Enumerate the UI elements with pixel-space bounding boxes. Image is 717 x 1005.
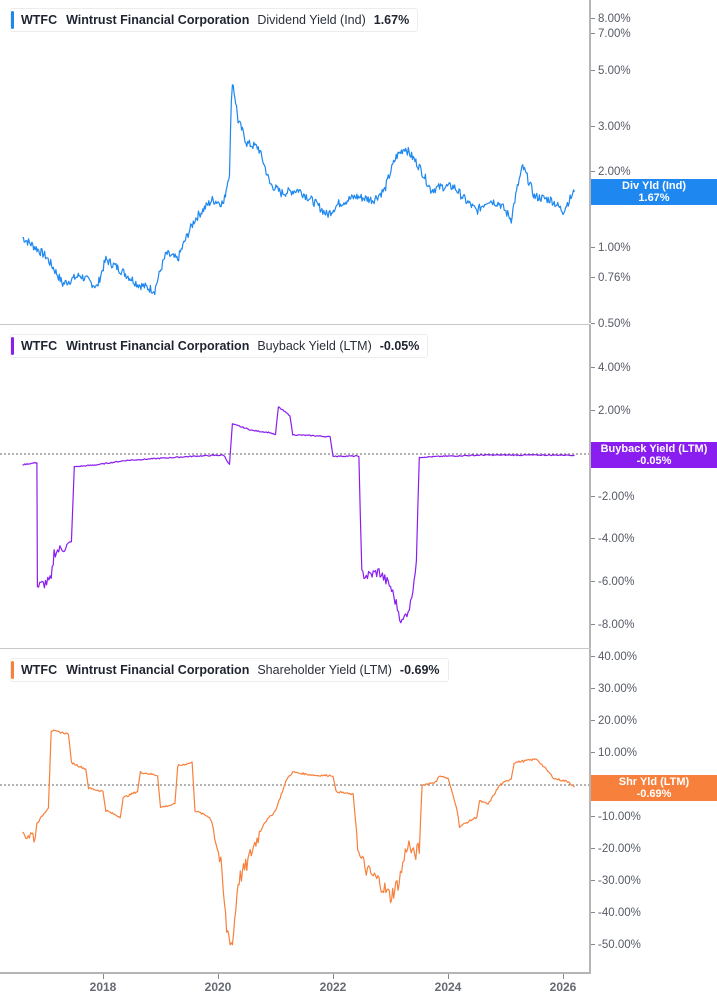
y-tick: -50.00% (591, 939, 641, 951)
y-tick: -6.00% (591, 576, 634, 588)
y-tick: -8.00% (591, 619, 634, 631)
shareholder-yield-line-chart (0, 729, 591, 946)
legend-value: -0.69% (399, 663, 440, 677)
dividend-yield-panel: WTFC Wintrust Financial Corporation Divi… (0, 0, 717, 323)
y-tick: 1.00% (591, 242, 631, 254)
dividend-yield-value-badge: Div Yld (Ind) 1.67% (591, 179, 717, 205)
x-tick-label: 2026 (549, 980, 577, 994)
shareholder-yield-panel: WTFC Wintrust Financial Corporation Shar… (0, 649, 717, 972)
series-color-swatch (11, 661, 14, 679)
buyback-yield-panel: WTFC Wintrust Financial Corporation Buyb… (0, 325, 717, 648)
x-tick-mark (563, 974, 564, 979)
dividend-y-axis (589, 0, 591, 323)
panel-divider (0, 324, 591, 325)
buyback-yield-legend: WTFC Wintrust Financial Corporation Buyb… (10, 334, 429, 358)
y-tick: -40.00% (591, 907, 641, 919)
y-tick: 5.00% (591, 65, 631, 77)
shareholder-y-axis (589, 649, 591, 974)
y-tick: 4.00% (591, 362, 631, 374)
y-tick: 2.00% (591, 405, 631, 417)
series-line (22, 729, 575, 946)
legend-metric: Dividend Yield (Ind) (257, 13, 366, 27)
series-line (22, 84, 576, 296)
dividend-yield-legend: WTFC Wintrust Financial Corporation Divi… (10, 8, 419, 32)
y-tick: 40.00% (591, 651, 637, 663)
legend-value: 1.67% (373, 13, 410, 27)
legend-ticker: WTFC (21, 663, 58, 677)
x-tick-mark (218, 974, 219, 979)
y-tick: 2.00% (591, 166, 631, 178)
y-tick: 30.00% (591, 683, 637, 695)
buyback-yield-value-badge: Buyback Yield (LTM) -0.05% (591, 442, 717, 468)
x-tick-label: 2018 (89, 980, 117, 994)
legend-company: Wintrust Financial Corporation (66, 663, 250, 677)
legend-ticker: WTFC (21, 13, 58, 27)
x-axis (0, 972, 591, 974)
y-tick: 7.00% (591, 28, 631, 40)
y-tick: 8.00% (591, 13, 631, 25)
x-tick-mark (333, 974, 334, 979)
legend-company: Wintrust Financial Corporation (66, 339, 250, 353)
y-tick: -2.00% (591, 491, 634, 503)
x-tick-mark (448, 974, 449, 979)
x-tick-label: 2024 (434, 980, 462, 994)
series-line (22, 406, 575, 624)
dividend-yield-line-chart (22, 84, 576, 296)
legend-ticker: WTFC (21, 339, 58, 353)
x-tick-label: 2020 (204, 980, 232, 994)
y-tick: 10.00% (591, 747, 637, 759)
y-tick: 0.76% (591, 272, 631, 284)
legend-value: -0.05% (379, 339, 420, 353)
x-tick-label: 2022 (319, 980, 347, 994)
y-tick: 0.50% (591, 318, 631, 330)
buyback-yield-line-chart (0, 406, 591, 624)
shareholder-yield-value-badge: Shr Yld (LTM) -0.69% (591, 775, 717, 801)
shareholder-yield-legend: WTFC Wintrust Financial Corporation Shar… (10, 658, 449, 682)
y-tick: -20.00% (591, 843, 641, 855)
legend-company: Wintrust Financial Corporation (66, 13, 250, 27)
y-tick: -10.00% (591, 811, 641, 823)
y-tick: 3.00% (591, 121, 631, 133)
series-color-swatch (11, 11, 14, 29)
y-tick: 20.00% (591, 715, 637, 727)
y-tick: -30.00% (591, 875, 641, 887)
x-tick-mark (103, 974, 104, 979)
y-tick: -4.00% (591, 533, 634, 545)
legend-metric: Shareholder Yield (LTM) (257, 663, 392, 677)
panel-divider (0, 648, 591, 649)
series-color-swatch (11, 337, 14, 355)
buyback-y-axis (589, 325, 591, 648)
legend-metric: Buyback Yield (LTM) (257, 339, 372, 353)
